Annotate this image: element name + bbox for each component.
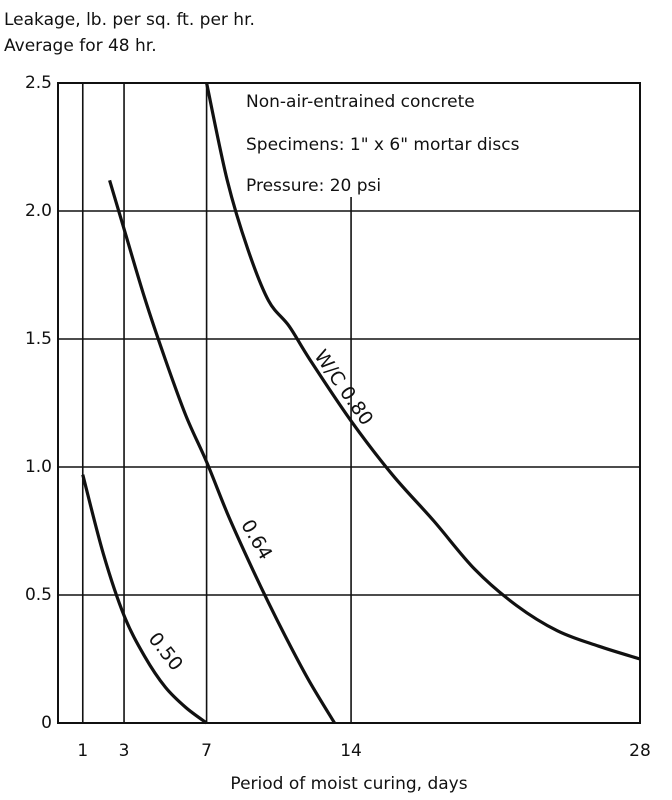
annotation: Non-air-entrained concrete [246,92,475,112]
curve [205,82,641,661]
curve [108,179,336,724]
annotation: Specimens: 1" x 6" mortar discs [246,135,520,155]
y-tick-label: 0 [41,713,52,733]
x-axis-label: Period of moist curing, days [230,774,467,794]
y-tick-label: 0.5 [25,585,52,605]
y-axis-label: Average for 48 hr. [4,36,157,56]
y-tick-label: 2.0 [25,201,52,221]
x-tick-label: 1 [77,741,88,761]
annotation: Pressure: 20 psi [246,176,381,196]
y-axis-label: Leakage, lb. per sq. ft. per hr. [4,10,255,30]
curve-label: 0.64 [236,516,276,564]
x-tick-label: 14 [340,741,362,761]
y-tick-label: 2.5 [25,73,52,93]
curve [81,474,208,725]
y-tick-label: 1.5 [25,329,52,349]
y-tick-label: 1.0 [25,457,52,477]
x-tick-label: 28 [629,741,651,761]
x-tick-label: 7 [201,741,212,761]
curve-label: W/C 0.80 [310,346,378,430]
x-tick-label: 3 [119,741,130,761]
